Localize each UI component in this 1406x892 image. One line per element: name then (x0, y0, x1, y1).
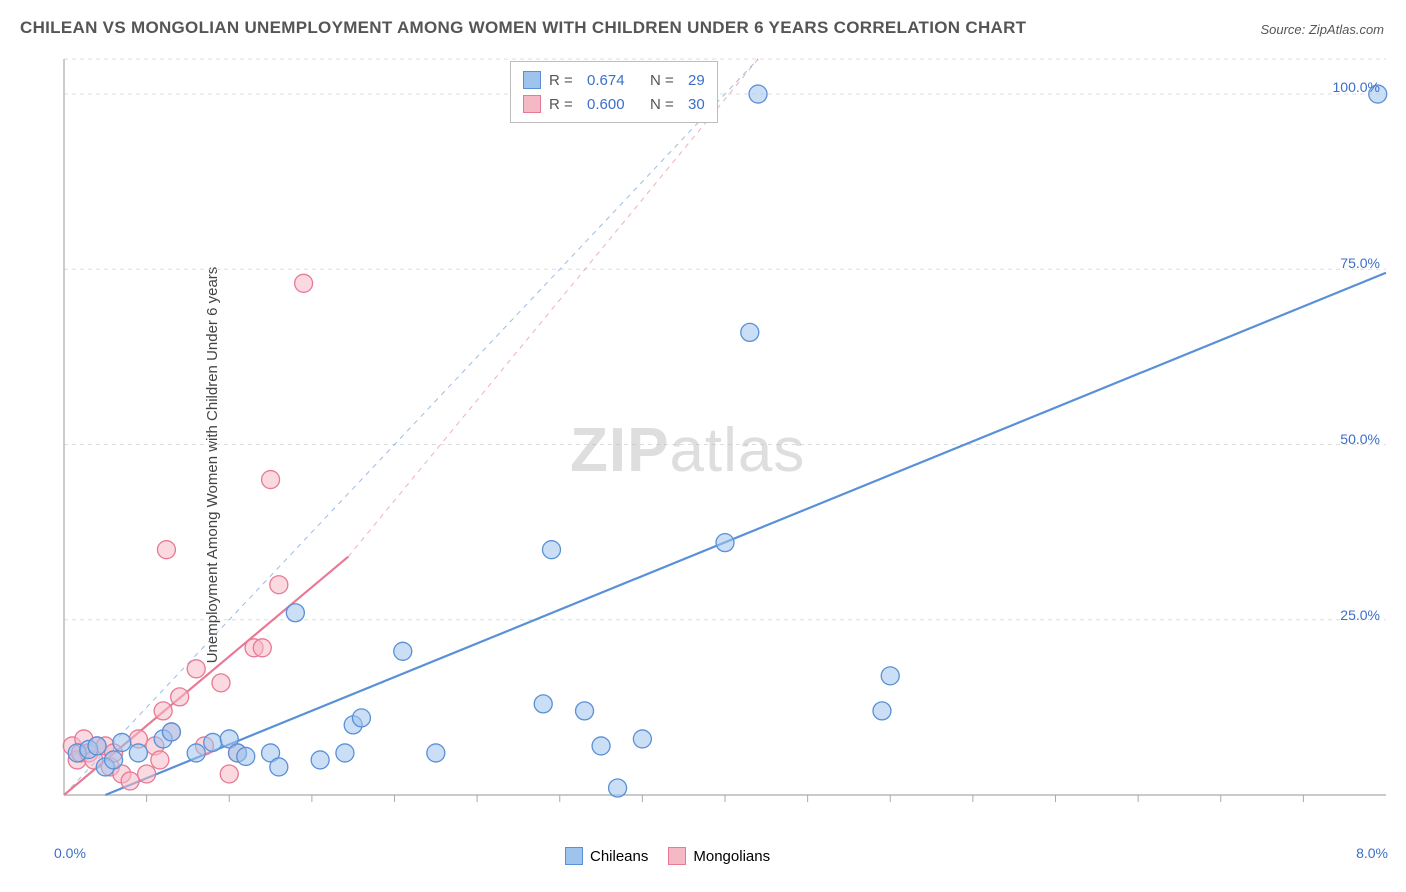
r-value-mongolians: 0.600 (587, 96, 642, 113)
legend-swatch-mongolians (523, 95, 541, 113)
legend-swatch-icon (565, 847, 583, 865)
legend-label-mongolians: Mongolians (693, 848, 770, 865)
source-label: Source: ZipAtlas.com (1260, 22, 1384, 37)
legend-swatch-icon (668, 847, 686, 865)
legend-item-mongolians: Mongolians (668, 847, 770, 865)
ytick-75: 75.0% (1340, 255, 1380, 271)
n-value-mongolians: 30 (688, 96, 705, 113)
legend-row-mongolians: R = 0.600 N = 30 (523, 92, 705, 116)
ytick-50: 50.0% (1340, 431, 1380, 447)
n-label: N = (650, 96, 680, 113)
legend-item-chileans: Chileans (565, 847, 648, 865)
plot-area: ZIPatlas R = 0.674 N = 29 R = 0.600 N = … (60, 55, 1390, 835)
chart-title: CHILEAN VS MONGOLIAN UNEMPLOYMENT AMONG … (20, 18, 1026, 38)
n-label: N = (650, 72, 680, 89)
r-label: R = (549, 96, 579, 113)
legend-label-chileans: Chileans (590, 848, 648, 865)
r-label: R = (549, 72, 579, 89)
ytick-100: 100.0% (1333, 79, 1380, 95)
correlation-legend: R = 0.674 N = 29 R = 0.600 N = 30 (510, 61, 718, 123)
r-value-chileans: 0.674 (587, 72, 642, 89)
scatter-svg (60, 55, 1390, 835)
n-value-chileans: 29 (688, 72, 705, 89)
series-legend: Chileans Mongolians (565, 847, 770, 865)
legend-swatch-chileans (523, 71, 541, 89)
ytick-25: 25.0% (1340, 607, 1380, 623)
xtick-0: 0.0% (54, 845, 86, 861)
chart-container: Unemployment Among Women with Children U… (0, 55, 1406, 875)
xtick-8: 8.0% (1356, 845, 1388, 861)
legend-row-chileans: R = 0.674 N = 29 (523, 68, 705, 92)
